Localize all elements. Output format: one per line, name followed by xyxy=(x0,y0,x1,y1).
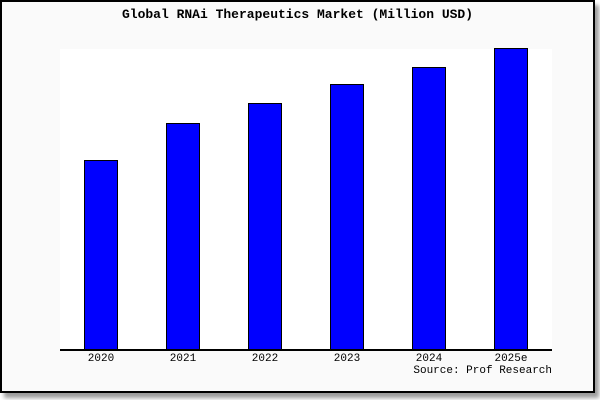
bar-2020 xyxy=(84,160,118,349)
chart-figure: Global RNAi Therapeutics Market (Million… xyxy=(0,0,595,393)
x-tick-label-2025e: 2025e xyxy=(494,353,528,365)
bars-container xyxy=(60,48,552,349)
x-tick-label-2023: 2023 xyxy=(333,353,361,365)
bar-slot-2024 xyxy=(388,49,470,349)
bar-slot-2021 xyxy=(142,49,224,349)
bar-2024 xyxy=(412,67,446,349)
x-tick-label-2021: 2021 xyxy=(169,353,197,365)
x-tick-label-2022: 2022 xyxy=(251,353,279,365)
bar-2025e xyxy=(494,48,528,349)
x-tick-label-2024: 2024 xyxy=(415,353,443,365)
bar-slot-2022 xyxy=(224,49,306,349)
bar-slot-2020 xyxy=(60,49,142,349)
bar-2021 xyxy=(166,123,200,349)
source-note: Source: Prof Research xyxy=(413,365,552,377)
bar-slot-2025e xyxy=(470,48,552,349)
bar-2023 xyxy=(330,84,364,349)
x-tick-label-2020: 2020 xyxy=(87,353,115,365)
x-axis-labels: 2020 2021 2022 2023 2024 2025e xyxy=(60,353,552,365)
plot-area xyxy=(60,48,552,351)
bar-slot-2023 xyxy=(306,49,388,349)
bar-2022 xyxy=(248,103,282,349)
chart-title: Global RNAi Therapeutics Market (Million… xyxy=(121,7,474,22)
